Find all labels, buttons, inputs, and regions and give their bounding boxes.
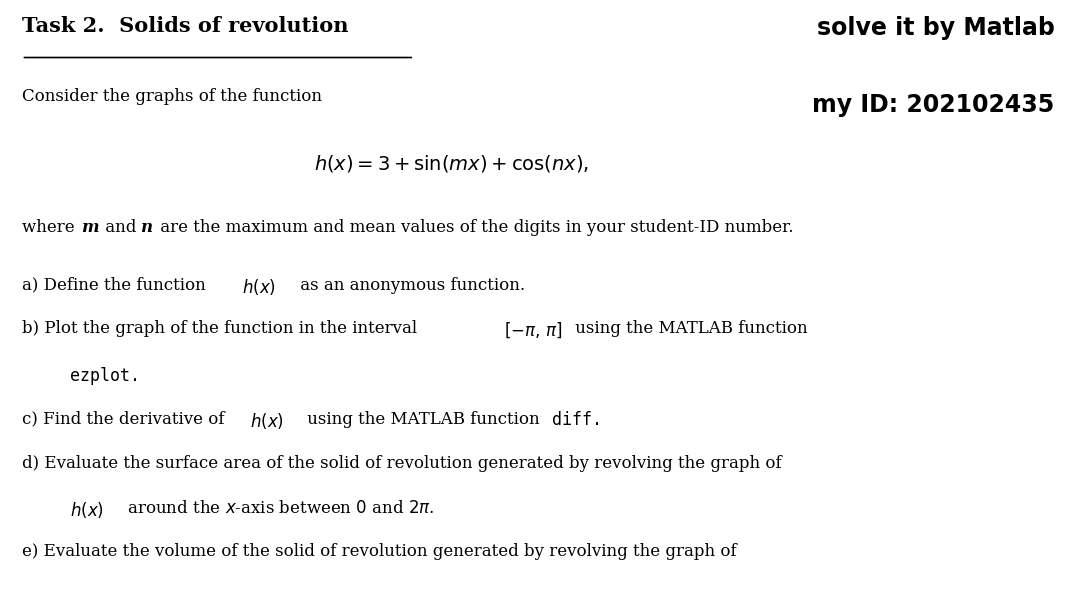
Text: around the $x$-axis between $0$ and $2\pi$.: around the $x$-axis between $0$ and $2\p… <box>122 499 435 517</box>
Text: and: and <box>100 219 142 236</box>
Text: diff.: diff. <box>552 411 601 429</box>
Text: where: where <box>22 219 80 236</box>
Text: $h(x)$: $h(x)$ <box>70 499 104 519</box>
Text: a) Define the function: a) Define the function <box>22 277 211 294</box>
Text: are the maximum and mean values of the digits in your student-ID number.: are the maximum and mean values of the d… <box>155 219 793 236</box>
Text: $h(x) = 3 + \sin(mx) + \cos(nx),$: $h(x) = 3 + \sin(mx) + \cos(nx),$ <box>314 153 590 174</box>
Text: e) Evaluate the volume of the solid of revolution generated by revolving the gra: e) Evaluate the volume of the solid of r… <box>22 544 736 560</box>
Text: Task 2.  Solids of revolution: Task 2. Solids of revolution <box>22 16 348 37</box>
Text: solve it by Matlab: solve it by Matlab <box>817 16 1054 41</box>
Text: b) Plot the graph of the function in the interval: b) Plot the graph of the function in the… <box>22 320 422 337</box>
Text: using the MATLAB function: using the MATLAB function <box>302 411 546 428</box>
Text: ezplot.: ezplot. <box>70 367 140 385</box>
Text: Consider the graphs of the function: Consider the graphs of the function <box>22 88 322 105</box>
Text: c) Find the derivative of: c) Find the derivative of <box>22 411 229 428</box>
Text: m: m <box>81 219 98 236</box>
Text: $h(x)$: $h(x)$ <box>250 411 284 431</box>
Text: $h(x)$: $h(x)$ <box>242 277 277 297</box>
Text: my ID: 202102435: my ID: 202102435 <box>812 93 1054 117</box>
Text: as an anonymous function.: as an anonymous function. <box>295 277 525 294</box>
Text: n: n <box>140 219 152 236</box>
Text: d) Evaluate the surface area of the solid of revolution generated by revolving t: d) Evaluate the surface area of the soli… <box>22 455 781 472</box>
Text: using the MATLAB function: using the MATLAB function <box>570 320 808 337</box>
Text: $[-\pi,\, \pi]$: $[-\pi,\, \pi]$ <box>504 320 563 340</box>
